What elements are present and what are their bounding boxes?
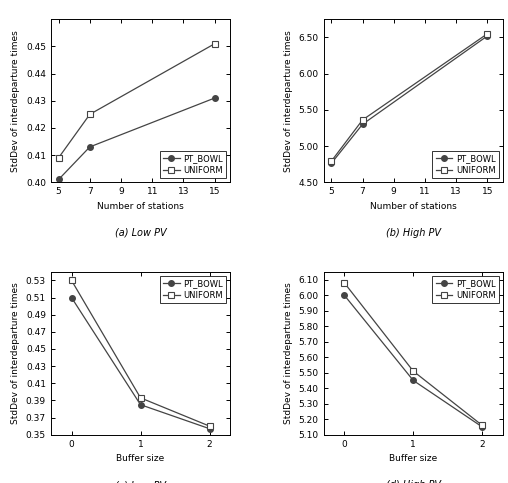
Text: (b) High PV: (b) High PV: [386, 228, 441, 238]
UNIFORM: [360, 117, 366, 123]
UNIFORM: [479, 423, 485, 428]
Line: PT_BOWL: PT_BOWL: [56, 95, 217, 182]
Text: (d) High PV: (d) High PV: [386, 480, 441, 483]
PT_BOWL: [484, 33, 490, 39]
PT_BOWL: [206, 426, 212, 432]
Legend: PT_BOWL, UNIFORM: PT_BOWL, UNIFORM: [160, 151, 226, 178]
PT_BOWL: [410, 378, 416, 384]
Legend: PT_BOWL, UNIFORM: PT_BOWL, UNIFORM: [432, 151, 499, 178]
PT_BOWL: [69, 295, 75, 300]
Line: PT_BOWL: PT_BOWL: [329, 33, 490, 166]
Legend: PT_BOWL, UNIFORM: PT_BOWL, UNIFORM: [432, 276, 499, 303]
PT_BOWL: [479, 424, 485, 430]
Y-axis label: StdDev of interdeparture times: StdDev of interdeparture times: [11, 283, 20, 424]
X-axis label: Buffer size: Buffer size: [116, 454, 165, 463]
X-axis label: Number of stations: Number of stations: [370, 201, 457, 211]
UNIFORM: [69, 277, 75, 283]
X-axis label: Buffer size: Buffer size: [389, 454, 437, 463]
UNIFORM: [410, 368, 416, 374]
UNIFORM: [138, 395, 144, 401]
PT_BOWL: [87, 144, 93, 150]
Line: UNIFORM: UNIFORM: [69, 278, 212, 429]
X-axis label: Number of stations: Number of stations: [97, 201, 184, 211]
PT_BOWL: [328, 160, 334, 166]
UNIFORM: [341, 280, 347, 285]
Text: (c) Low PV: (c) Low PV: [115, 480, 166, 483]
UNIFORM: [484, 31, 490, 37]
PT_BOWL: [341, 292, 347, 298]
Y-axis label: StdDev of interdeparture times: StdDev of interdeparture times: [284, 30, 293, 171]
UNIFORM: [206, 423, 212, 429]
Y-axis label: StdDev of interdeparture times: StdDev of interdeparture times: [284, 283, 293, 424]
PT_BOWL: [138, 402, 144, 408]
UNIFORM: [328, 158, 334, 164]
Line: PT_BOWL: PT_BOWL: [341, 292, 485, 430]
PT_BOWL: [360, 121, 366, 127]
Text: (a) Low PV: (a) Low PV: [115, 228, 166, 238]
Legend: PT_BOWL, UNIFORM: PT_BOWL, UNIFORM: [160, 276, 226, 303]
UNIFORM: [87, 112, 93, 117]
Line: UNIFORM: UNIFORM: [56, 41, 217, 160]
UNIFORM: [211, 41, 217, 47]
Y-axis label: StdDev of interdeparture times: StdDev of interdeparture times: [11, 30, 20, 171]
Line: UNIFORM: UNIFORM: [329, 31, 490, 164]
PT_BOWL: [55, 177, 61, 183]
Line: PT_BOWL: PT_BOWL: [69, 295, 212, 431]
PT_BOWL: [211, 95, 217, 101]
UNIFORM: [55, 155, 61, 161]
Line: UNIFORM: UNIFORM: [341, 280, 485, 428]
